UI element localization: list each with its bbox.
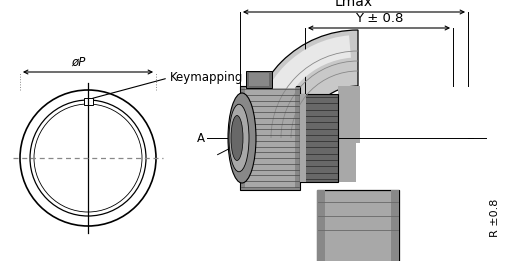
Text: Keymapping: Keymapping [170,72,243,85]
Wedge shape [250,30,358,138]
Text: R ±0.8: R ±0.8 [490,198,500,237]
Ellipse shape [228,93,256,183]
Bar [245,88,295,188]
Text: A: A [197,132,205,145]
Bar [391,190,399,261]
Bar [300,94,306,182]
Bar [300,94,338,182]
Bar [338,86,360,143]
Bar [317,190,325,261]
Bar [336,94,356,182]
Bar [249,73,269,86]
Wedge shape [256,35,351,131]
Bar [83,98,92,104]
Ellipse shape [229,104,249,172]
Bar [240,86,300,190]
Text: øP: øP [71,56,85,69]
Bar [317,190,399,261]
Ellipse shape [231,116,243,161]
Text: Y ± 0.8: Y ± 0.8 [355,12,403,25]
Bar [246,71,272,88]
Text: Lmax: Lmax [335,0,373,9]
Text: V: V [0,260,1,261]
